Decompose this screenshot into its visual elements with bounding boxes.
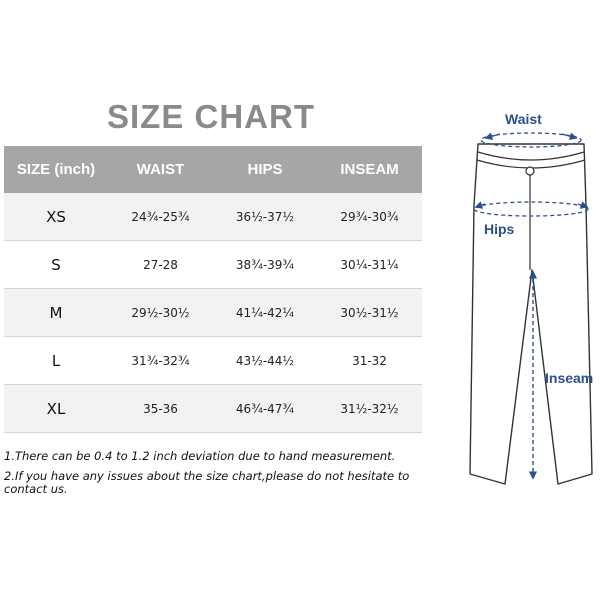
pants-outline bbox=[469, 143, 593, 485]
inseam-cell: 30¼-31¼ bbox=[317, 240, 422, 289]
header-waist: WAIST bbox=[108, 146, 213, 193]
hips-cell: 36½-37½ bbox=[213, 193, 317, 241]
table-row: XL 35-36 46¾-47¾ 31½-32½ bbox=[4, 384, 422, 433]
size-cell: XL bbox=[4, 384, 108, 433]
inseam-label: Inseam bbox=[545, 370, 594, 386]
waist-button-icon bbox=[525, 166, 535, 176]
hips-label: Hips bbox=[484, 221, 515, 237]
header-size: SIZE (inch) bbox=[4, 146, 108, 193]
waist-cell: 35-36 bbox=[108, 384, 213, 433]
hips-measure-icon bbox=[473, 201, 589, 217]
waist-cell: 27-28 bbox=[108, 240, 213, 289]
hips-cell: 41¼-42¼ bbox=[213, 288, 317, 337]
note-deviation: 1.There can be 0.4 to 1.2 inch deviation… bbox=[4, 449, 396, 463]
inseam-cell: 30½-31½ bbox=[317, 288, 422, 337]
header-inseam: INSEAM bbox=[317, 146, 422, 193]
waist-measure-icon bbox=[480, 132, 582, 148]
waist-label: Waist bbox=[505, 111, 542, 127]
header-hips: HIPS bbox=[213, 146, 317, 193]
hips-cell: 46¾-47¾ bbox=[213, 384, 317, 433]
size-cell: XS bbox=[4, 193, 108, 241]
size-cell: M bbox=[4, 288, 108, 337]
hips-cell: 43½-44½ bbox=[213, 336, 317, 385]
waist-cell: 29½-30½ bbox=[108, 288, 213, 337]
table-row: M 29½-30½ 41¼-42¼ 30½-31½ bbox=[4, 288, 422, 337]
inseam-cell: 31-32 bbox=[317, 336, 422, 385]
waist-cell: 31¾-32¾ bbox=[108, 336, 213, 385]
inseam-cell: 31½-32½ bbox=[317, 384, 422, 433]
table-row: S 27-28 38¾-39¾ 30¼-31¼ bbox=[4, 240, 422, 289]
pants-diagram bbox=[469, 132, 593, 485]
table-row: XS 24¾-25¾ 36½-37½ 29¾-30¾ bbox=[4, 193, 422, 241]
hips-cell: 38¾-39¾ bbox=[213, 240, 317, 289]
note-contact: 2.If you have any issues about the size … bbox=[4, 469, 410, 496]
size-table: SIZE (inch) WAIST HIPS INSEAM XS 24¾-25¾… bbox=[4, 146, 422, 433]
size-cell: S bbox=[4, 240, 108, 289]
size-cell: L bbox=[4, 336, 108, 385]
inseam-cell: 29¾-30¾ bbox=[317, 193, 422, 241]
size-chart-title: SIZE CHART bbox=[107, 98, 315, 135]
table-header-row: SIZE (inch) WAIST HIPS INSEAM bbox=[4, 146, 422, 193]
waist-cell: 24¾-25¾ bbox=[108, 193, 213, 241]
table-row: L 31¾-32¾ 43½-44½ 31-32 bbox=[4, 336, 422, 385]
